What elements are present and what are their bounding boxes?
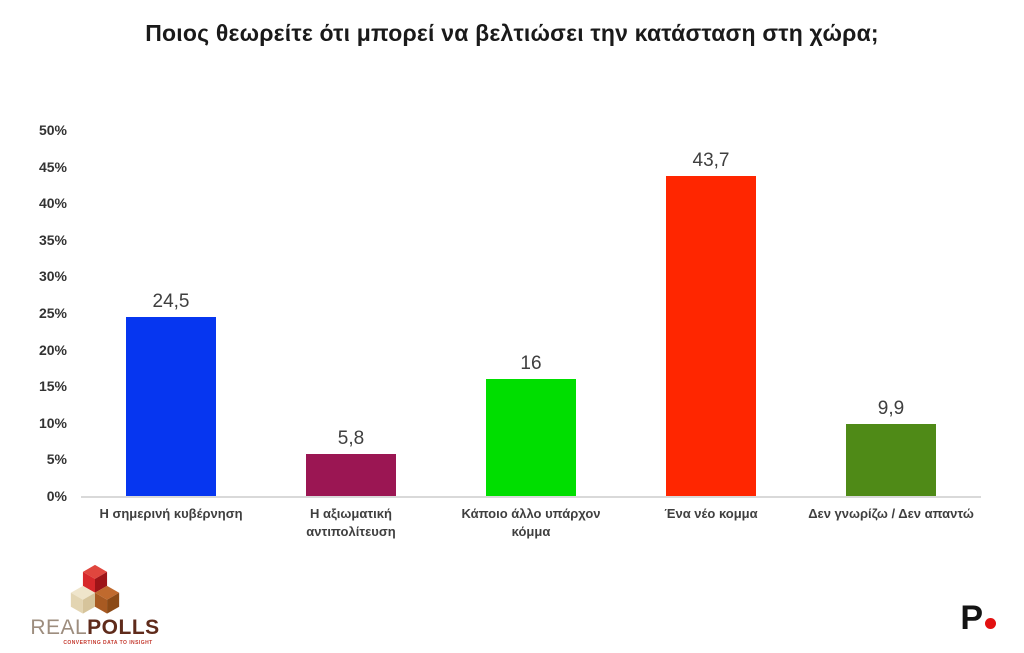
realpolls-tagline: CONVERTING DATA TO INSIGHT bbox=[63, 640, 153, 646]
y-axis-tick-label: 0% bbox=[46, 488, 67, 504]
y-axis-tick-label: 10% bbox=[38, 414, 67, 431]
y-axis-tick-label: 15% bbox=[38, 378, 67, 395]
bar-group: 43,7 bbox=[621, 130, 801, 496]
y-axis-tick-label: 40% bbox=[38, 195, 67, 212]
category-label: Δεν γνωρίζω / Δεν απαντώ bbox=[808, 506, 974, 521]
bar-chart: 0% 5% 10% 15% 20% 25% 30% 35% 40% 45% 50% 24,5 5,8 1… bbox=[39, 122, 981, 540]
bar bbox=[126, 316, 216, 496]
plot-area: 24,5 5,8 16 43,7 9,9 bbox=[81, 130, 981, 498]
x-axis-labels: Η σημερινή κυβέρνηση Η αξιωματική αντιπολ… bbox=[81, 505, 981, 540]
p-logo-letter: P bbox=[960, 599, 983, 637]
realpolls-word-polls: POLLS bbox=[87, 616, 160, 639]
bar-value-label: 24,5 bbox=[152, 290, 190, 312]
bar-group: 24,5 bbox=[81, 130, 261, 496]
bar-value-label: 43,7 bbox=[692, 150, 730, 172]
p-logo-red-dot-icon bbox=[985, 618, 996, 629]
y-axis: 0% 5% 10% 15% 20% 25% 30% 35% 40% 45% 50% bbox=[23, 122, 73, 504]
category-label: Η σημερινή κυβέρνηση bbox=[99, 506, 243, 521]
y-axis-tick-label: 50% bbox=[38, 122, 67, 138]
bar bbox=[846, 423, 936, 496]
bar-group: 9,9 bbox=[801, 130, 981, 496]
bar-value-label: 9,9 bbox=[877, 397, 905, 419]
y-axis-tick-label: 25% bbox=[38, 305, 67, 321]
y-axis-tick-label: 20% bbox=[38, 341, 67, 358]
realpolls-word-real: REAL bbox=[30, 616, 88, 639]
realpolls-wordmark: REALPOLLS bbox=[30, 617, 160, 638]
y-axis-tick-label: 30% bbox=[38, 268, 67, 285]
category-label: Ένα νέο κομμα bbox=[664, 506, 758, 521]
y-axis-tick-label: 5% bbox=[46, 451, 67, 468]
category-label: Κάποιο άλλο υπάρχον κόμμα bbox=[461, 506, 601, 539]
bar-group: 5,8 bbox=[261, 130, 441, 496]
y-axis-tick-label: 45% bbox=[38, 158, 67, 175]
category-label: Η αξιωματική αντιπολίτευση bbox=[306, 506, 396, 539]
y-axis-tick-label: 35% bbox=[38, 231, 67, 248]
chart-title: Ποιος θεωρείτε ότι μπορεί να βελτιώσει τ… bbox=[145, 20, 879, 46]
realpolls-logo: REALPOLLS CONVERTING DATA TO INSIGHT bbox=[30, 564, 160, 646]
bar bbox=[666, 176, 756, 496]
bar bbox=[486, 378, 576, 496]
bar-group: 16 bbox=[441, 130, 621, 496]
bar-value-label: 5,8 bbox=[337, 427, 365, 449]
p-logo: P bbox=[960, 601, 996, 635]
bar bbox=[306, 453, 396, 496]
bar-value-label: 16 bbox=[520, 352, 542, 374]
realpolls-cube-icon bbox=[70, 564, 120, 614]
